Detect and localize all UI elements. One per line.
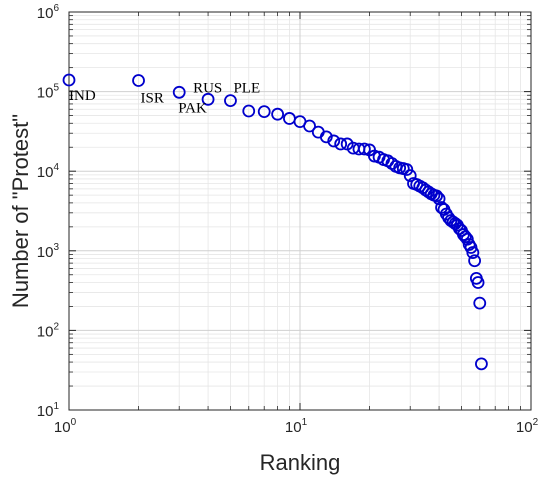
annotation-label: PAK [178, 100, 207, 116]
data-point [201, 92, 215, 106]
annotation-label: RUS [193, 80, 222, 96]
data-point [357, 142, 371, 156]
data-point [458, 230, 472, 244]
y-tick-exponent: 4 [53, 162, 59, 173]
y-tick-exponent: 1 [53, 401, 59, 412]
y-tick-label: 106 [37, 3, 60, 22]
data-point [466, 246, 480, 259]
x-tick-exponent: 0 [71, 417, 77, 428]
y-tick-exponent: 5 [53, 83, 59, 94]
data-point [271, 107, 285, 121]
annotation-label: PLE [233, 81, 260, 97]
data-point [303, 119, 316, 133]
data-point [319, 130, 333, 144]
data-point [468, 254, 482, 268]
axis-ticks [68, 11, 532, 411]
x-tick-exponent: 1 [302, 417, 308, 428]
x-tick-label: 101 [285, 417, 308, 436]
y-tick-exponent: 3 [53, 242, 59, 253]
data-point [430, 189, 443, 203]
data-point [475, 357, 488, 371]
x-tick-labels: 100 101 102 [54, 417, 539, 436]
y-tick-label: 102 [37, 321, 60, 340]
y-tick-label: 101 [37, 401, 60, 420]
y-tick-label: 105 [37, 83, 60, 102]
data-point [327, 134, 341, 148]
annotation-label: ISR [141, 90, 164, 106]
data-point [432, 192, 446, 206]
x-axis-label: Ranking [260, 450, 341, 475]
data-point [257, 105, 271, 119]
x-tick-exponent: 2 [533, 417, 539, 428]
data-point [334, 137, 348, 151]
annotation-label: IND [69, 88, 96, 104]
data-point [471, 276, 485, 289]
data-point [62, 73, 76, 87]
y-tick-label: 104 [37, 162, 60, 181]
data-points [62, 73, 488, 371]
x-tick-label: 102 [516, 417, 539, 436]
y-tick-label: 103 [37, 242, 60, 261]
y-tick-exponent: 6 [53, 3, 59, 14]
data-point [172, 85, 186, 99]
data-point [473, 296, 487, 310]
data-point [400, 163, 414, 176]
data-point [403, 169, 417, 183]
x-tick-label: 100 [54, 417, 77, 436]
y-tick-labels: 101 102 103 104 105 106 [37, 3, 60, 420]
data-point [242, 104, 256, 118]
y-axis-label: Number of "Protest" [8, 114, 33, 308]
data-point [132, 74, 145, 87]
data-point [224, 94, 237, 108]
point-annotations: IND ISR PAK RUS PLE [69, 80, 260, 116]
y-tick-exponent: 2 [53, 321, 59, 332]
